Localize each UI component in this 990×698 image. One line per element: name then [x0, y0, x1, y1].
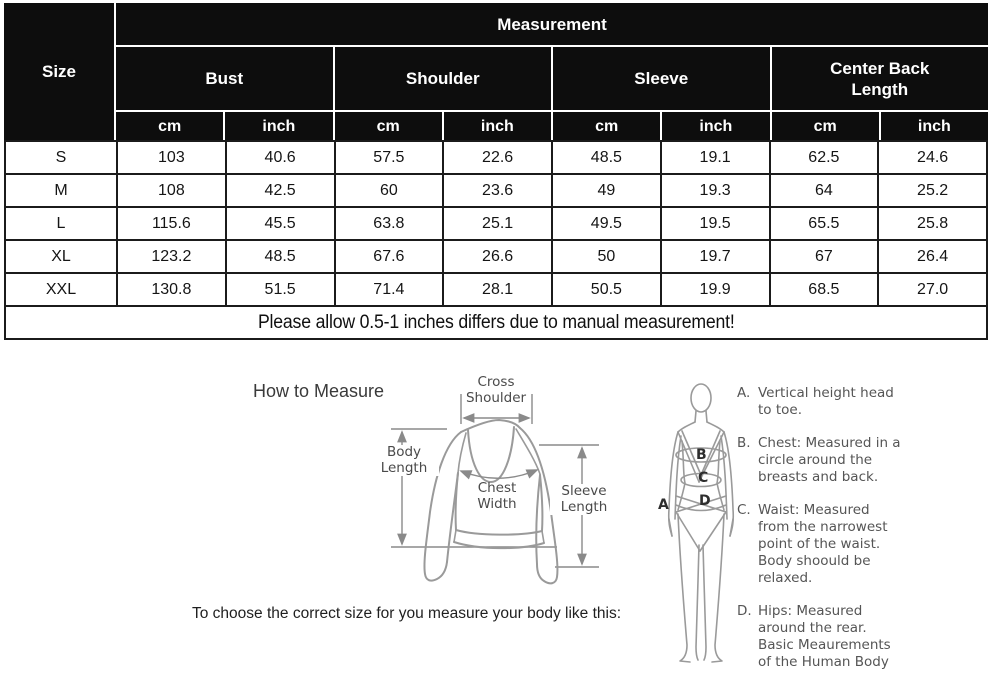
chest-width-label: Chest Width — [477, 480, 517, 512]
row-size-label: S — [4, 140, 118, 175]
row-size-label: XL — [4, 239, 118, 274]
measurement-value: 115.6 — [116, 206, 227, 241]
row-size-label: M — [4, 173, 118, 208]
unit-header: inch — [662, 112, 770, 140]
unit-header: inch — [443, 112, 551, 140]
measurement-value: 25.1 — [442, 206, 553, 241]
instruction-label: C. — [737, 502, 751, 518]
group-header: Center Back Length — [771, 47, 988, 110]
body-length-label: Body Length — [369, 444, 439, 476]
measurement-value: 103 — [116, 140, 227, 175]
measurement-value: 50 — [551, 239, 662, 274]
measurement-value: 45.5 — [224, 206, 336, 241]
note-row: Please allow 0.5-1 inches differs due to… — [4, 305, 988, 340]
measurement-value: 130.8 — [116, 272, 227, 307]
measurement-value: 108 — [116, 173, 227, 208]
unit-header: cm — [334, 112, 442, 140]
size-column-header: Size — [4, 3, 114, 140]
size-table: S 103 40.6 57.5 22.6 48.5 19.1 62.5 24.6 M 108 42.5… — [4, 140, 988, 340]
table-row: L 115.6 45.5 63.8 25.1 49.5 19.5 65.5 25.8 — [4, 206, 988, 241]
measurement-value: 27.0 — [877, 272, 988, 307]
sleeve-length-label: Sleeve Length — [550, 483, 618, 515]
group-header: Shoulder — [334, 47, 551, 110]
instruction-text: Hips: Measured around the rear. Basic Me… — [758, 603, 891, 670]
measurement-value: 57.5 — [333, 140, 445, 175]
measurement-value: 19.5 — [659, 206, 771, 241]
instruction-label: B. — [737, 435, 751, 451]
figure-marker-b: B — [696, 447, 707, 463]
measure-instructions-list: A. Vertical height head to toe. B. Chest: M… — [737, 385, 907, 671]
measurement-value: 48.5 — [551, 140, 662, 175]
instruction-label: A. — [737, 385, 751, 401]
measurement-value: 25.2 — [877, 173, 988, 208]
instruction-text: Waist: Measured from the narrowest point… — [758, 502, 888, 586]
table-row: S 103 40.6 57.5 22.6 48.5 19.1 62.5 24.6 — [4, 140, 988, 175]
instruction-item: A. Vertical height head to toe. — [737, 385, 907, 419]
row-size-label: L — [4, 206, 118, 241]
measurement-value: 63.8 — [333, 206, 445, 241]
measurement-value: 62.5 — [768, 140, 880, 175]
unit-header: cm — [553, 112, 661, 140]
figure-marker-a: A — [658, 497, 669, 513]
measurement-value: 71.4 — [333, 272, 445, 307]
group-header: Sleeve — [553, 47, 770, 110]
measurement-value: 67.6 — [333, 239, 445, 274]
figure-marker-c: C — [698, 470, 709, 486]
instruction-label: D. — [737, 603, 752, 619]
instruction-item: D. Hips: Measured around the rear. Basic … — [737, 603, 907, 671]
unit-header: inch — [225, 112, 333, 140]
size-table-header: Size Measurement Bust Shoulder Sleeve Cente… — [4, 3, 988, 140]
unit-header: cm — [771, 112, 879, 140]
how-to-measure-section: How to Measure — [4, 367, 990, 673]
measurement-value: 26.6 — [442, 239, 553, 274]
measurement-value: 42.5 — [224, 173, 336, 208]
unit-header: cm — [116, 112, 224, 140]
measurement-value: 24.6 — [877, 140, 988, 175]
measurement-value: 48.5 — [224, 239, 336, 274]
measurement-value: 22.6 — [442, 140, 553, 175]
measurement-value: 67 — [768, 239, 880, 274]
measurement-value: 123.2 — [116, 239, 227, 274]
body-figure-diagram — [667, 383, 735, 663]
table-row: M 108 42.5 60 23.6 49 19.3 64 25.2 — [4, 173, 988, 208]
measurement-value: 64 — [768, 173, 880, 208]
cross-shoulder-label: Cross Shoulder — [465, 374, 527, 406]
measurement-value: 50.5 — [551, 272, 662, 307]
measurement-value: 19.9 — [659, 272, 771, 307]
measurement-value: 40.6 — [224, 140, 336, 175]
instruction-item: C. Waist: Measured from the narrowest poi… — [737, 502, 907, 587]
instruction-item: B. Chest: Measured in a circle around the… — [737, 435, 907, 486]
size-table-body: S 103 40.6 57.5 22.6 48.5 19.1 62.5 24.6 M 108 42.5… — [4, 140, 988, 340]
measurement-value: 49.5 — [551, 206, 662, 241]
measurement-value: 49 — [551, 173, 662, 208]
unit-header: inch — [880, 112, 988, 140]
table-row: XL 123.2 48.5 67.6 26.6 50 19.7 67 26.4 — [4, 239, 988, 274]
measurement-value: 23.6 — [442, 173, 553, 208]
note-cell: Please allow 0.5-1 inches differs due to… — [4, 305, 988, 340]
measurement-value: 68.5 — [768, 272, 880, 307]
instruction-text: Vertical height head to toe. — [758, 385, 894, 418]
size-chart-page: Size Measurement Bust Shoulder Sleeve Cente… — [4, 3, 990, 673]
measurement-value: 28.1 — [442, 272, 553, 307]
measurement-value: 26.4 — [877, 239, 988, 274]
measurement-value: 19.3 — [659, 173, 771, 208]
measurement-title: Measurement — [116, 3, 988, 45]
measurement-note: Please allow 0.5-1 inches differs due to… — [257, 311, 735, 333]
instruction-text: Chest: Measured in a circle around the b… — [758, 435, 901, 485]
measurement-value: 25.8 — [877, 206, 988, 241]
how-to-measure-title: How to Measure — [253, 381, 385, 401]
measurement-value: 60 — [333, 173, 445, 208]
measurement-value: 19.7 — [659, 239, 771, 274]
measurement-value: 65.5 — [768, 206, 880, 241]
choose-size-footer: To choose the correct size for you measu… — [192, 605, 622, 622]
group-header: Bust — [116, 47, 333, 110]
figure-marker-d: D — [699, 493, 711, 509]
measurement-value: 51.5 — [224, 272, 336, 307]
measurement-value: 19.1 — [659, 140, 771, 175]
table-row: XXL 130.8 51.5 71.4 28.1 50.5 19.9 68.5 27.0 — [4, 272, 988, 307]
row-size-label: XXL — [4, 272, 118, 307]
